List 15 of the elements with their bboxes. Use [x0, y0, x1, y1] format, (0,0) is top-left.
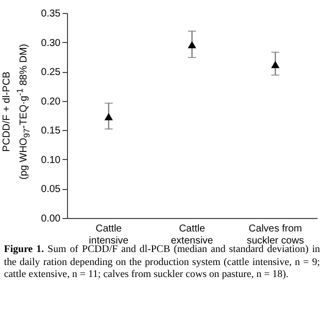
x-tick-label: Cattle extensive [170, 224, 214, 246]
y-tick-label: 0.25 [41, 67, 61, 78]
y-tick-label: 0.00 [41, 214, 61, 224]
point [188, 41, 196, 48]
point [104, 113, 113, 120]
caption: Figure 1. Sum of PCDD/F and dl-PCB (median and standard deviation) in the daily ration depending on the production system (cattle intensive, n = 9; cattle extensive, n = 11; calves from suckler cows on pasture, n = 18). [4, 244, 320, 282]
y-tick-label: 0.35 [41, 8, 61, 20]
y-tick-label: 0.20 [41, 96, 61, 108]
y-tick-label: 0.30 [41, 38, 61, 49]
x-tick-label: Calves from suckler cows [246, 224, 304, 246]
y-tick-label: 0.15 [41, 126, 61, 137]
y-tick-label: 0.10 [41, 154, 61, 166]
x-tick-label: Cattle intensive [88, 224, 129, 246]
y-tick-label: 0.05 [41, 184, 61, 196]
point [271, 60, 280, 68]
